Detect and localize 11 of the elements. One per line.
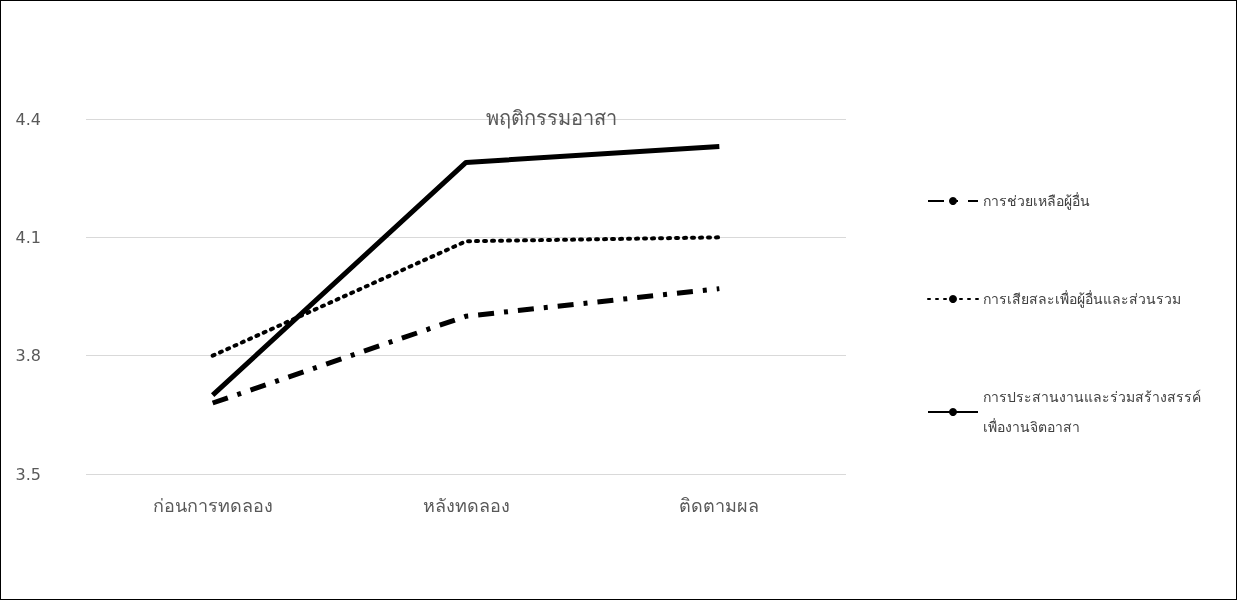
x-tick-label: ติดตามผล	[679, 494, 760, 516]
chart-title: พฤติกรรมอาสา	[486, 106, 617, 130]
x-tick-label: หลังทดลอง	[422, 494, 510, 516]
y-tick-label: 3.8	[15, 346, 41, 366]
legend-label: การประสานงานและร่วมสร้างสรรค์ เพื่องานจิตอาสา	[983, 389, 1201, 435]
legend-label: การเสียสละเพื่อผู้อื่นและส่วนรวม	[983, 290, 1181, 308]
x-tick-label: ก่อนการทดลอง	[152, 494, 273, 516]
y-tick-label: 4.1	[15, 227, 41, 247]
y-tick-label: 3.5	[15, 464, 41, 484]
legend-label: การช่วยเหลือผู้อื่น	[983, 192, 1090, 210]
y-tick-label: 4.4	[15, 109, 41, 129]
